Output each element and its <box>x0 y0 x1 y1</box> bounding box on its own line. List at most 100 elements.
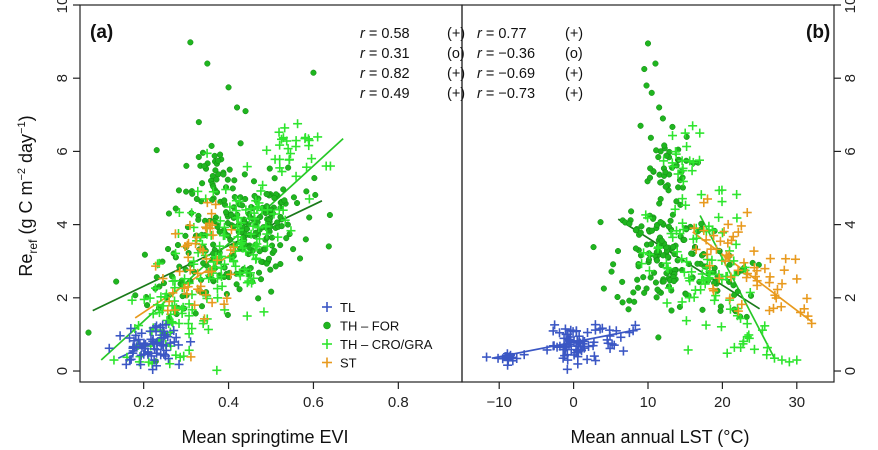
point-cro <box>663 264 673 274</box>
point-cro <box>792 355 802 365</box>
point-cro <box>731 239 741 249</box>
point-th-for <box>199 180 206 187</box>
point-tl <box>508 356 518 366</box>
point-st <box>158 274 168 284</box>
point-th-for <box>657 195 664 203</box>
point-tl <box>169 337 179 347</box>
point-tl <box>186 337 196 347</box>
point-cro <box>252 203 262 213</box>
point-th-for <box>266 165 273 172</box>
point-th-for <box>195 154 202 161</box>
y-tick-label: 2 <box>54 294 71 302</box>
point-cro <box>246 229 256 239</box>
point-st <box>208 230 218 240</box>
point-th-for <box>597 219 604 226</box>
point-tl <box>563 355 573 365</box>
point-th-for <box>694 260 701 267</box>
point-cro <box>687 166 697 176</box>
y-axis-label: Reref (g C m−2 day−1) <box>16 115 40 276</box>
point-th-for <box>638 223 645 230</box>
point-cro <box>313 132 323 142</box>
point-st <box>170 305 180 315</box>
point-tl <box>590 325 600 335</box>
point-tl <box>161 345 171 355</box>
point-cro <box>695 128 705 138</box>
point-tl <box>126 323 136 333</box>
point-cro <box>225 253 235 263</box>
legend-label: ST <box>340 356 357 371</box>
point-th-for <box>734 288 741 295</box>
point-tl <box>562 364 572 374</box>
point-th-for <box>661 142 668 149</box>
point-cro <box>681 200 691 210</box>
point-cro <box>701 320 711 330</box>
point-st <box>770 290 780 300</box>
point-th-for <box>660 278 667 285</box>
point-th-for <box>241 171 248 178</box>
point-th-for <box>668 307 675 314</box>
point-cro <box>234 225 244 235</box>
point-cro <box>700 279 710 289</box>
point-tl <box>609 340 619 350</box>
correlation-text-cro: r = 0.82 <box>360 66 410 82</box>
point-cro <box>278 205 288 215</box>
point-th-for <box>610 261 617 268</box>
point-th-for <box>237 140 244 147</box>
point-th-for <box>183 162 190 169</box>
point-cro <box>668 161 678 171</box>
point-th-for <box>231 177 238 184</box>
point-st <box>803 311 813 321</box>
y-label-main: Re <box>16 254 36 277</box>
y-tick-label: 8 <box>54 74 71 82</box>
point-cro <box>242 311 252 321</box>
point-th-for <box>663 152 670 159</box>
point-st <box>701 235 711 245</box>
point-th-for <box>211 152 218 159</box>
point-th-for <box>233 281 240 288</box>
point-cro <box>213 293 223 303</box>
point-th-for <box>306 214 313 221</box>
point-th-for <box>198 303 206 310</box>
point-cro <box>282 136 292 146</box>
point-cro <box>202 148 212 158</box>
point-cro <box>242 162 252 172</box>
point-th-for <box>619 299 626 306</box>
point-th-for <box>281 197 288 204</box>
point-cro <box>732 189 742 199</box>
point-tl <box>582 354 592 364</box>
y-tick-label: 4 <box>54 220 71 228</box>
correlation-text-tl: r = 0.58 <box>360 26 410 42</box>
point-th-for <box>216 228 223 235</box>
point-cro <box>249 250 259 260</box>
x-tick-label: 20 <box>714 394 731 411</box>
point-st <box>733 306 743 316</box>
point-cro <box>637 259 647 269</box>
point-tl <box>156 333 166 343</box>
point-tl <box>555 328 565 338</box>
point-th-for <box>632 245 639 252</box>
point-tl <box>549 341 559 351</box>
point-th-for <box>665 223 672 230</box>
point-th-for <box>726 261 733 268</box>
point-cro <box>241 205 251 215</box>
point-th-for <box>648 227 656 234</box>
point-cro <box>261 222 271 232</box>
legend-marker-cro <box>322 339 332 349</box>
point-st <box>714 273 724 283</box>
point-tl <box>134 335 144 345</box>
point-st <box>212 255 222 265</box>
point-cro <box>258 180 268 190</box>
point-tl <box>482 352 492 362</box>
legend-marker-st <box>322 357 332 368</box>
point-cro <box>175 352 185 362</box>
point-cro <box>284 154 294 164</box>
point-th-for <box>280 186 287 193</box>
correlation-text-for: r = −0.36 <box>477 46 535 62</box>
point-th-for <box>326 211 333 219</box>
point-th-for <box>654 286 661 293</box>
point-cro <box>672 247 682 257</box>
point-tl <box>136 350 146 360</box>
y-tick-label: 6 <box>842 147 859 155</box>
point-th-for <box>711 265 718 272</box>
point-cro <box>184 311 194 321</box>
